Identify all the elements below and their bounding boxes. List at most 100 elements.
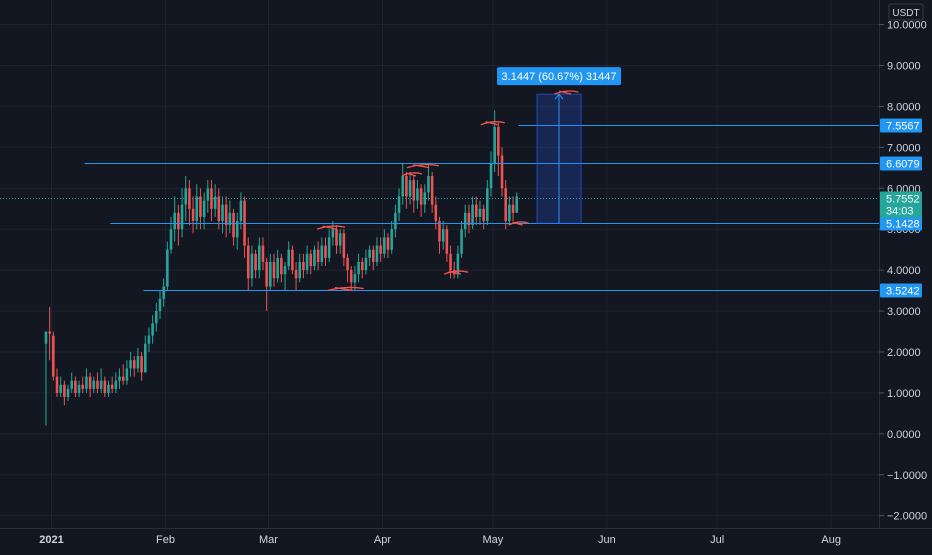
candle-body — [202, 200, 206, 217]
candle-body — [107, 384, 110, 393]
candle-body — [88, 376, 92, 389]
candle-body — [412, 180, 416, 201]
candle — [280, 253, 283, 283]
candle-body — [357, 261, 360, 275]
candle-body — [63, 384, 66, 398]
candle — [294, 261, 298, 291]
candle-body — [305, 253, 309, 271]
time-tick-label: Jun — [598, 534, 616, 546]
candle-body — [140, 356, 143, 373]
candle-body — [92, 380, 96, 389]
candle — [419, 184, 423, 217]
candle-body — [394, 212, 397, 230]
candle-body — [287, 249, 290, 267]
candle-body — [44, 331, 48, 344]
candle-body — [191, 208, 195, 222]
price-tick-label: 4.0000 — [887, 265, 921, 277]
candle — [162, 278, 165, 307]
candle-body — [228, 212, 232, 226]
candle-body — [346, 257, 349, 271]
candle-body — [132, 360, 136, 369]
candle — [283, 261, 287, 291]
candle-body — [294, 270, 298, 279]
candle — [55, 368, 59, 398]
candle — [92, 376, 96, 393]
candle-body — [121, 376, 125, 381]
price-range-measure[interactable]: 3.1447 (60.67%) 31447 — [497, 67, 622, 224]
candle-body — [309, 253, 313, 267]
candle-body — [217, 196, 221, 222]
candle — [125, 360, 129, 385]
candle — [155, 302, 158, 332]
candle — [88, 372, 92, 398]
candle-body — [162, 286, 165, 299]
time-axis[interactable]: 2021 Feb Mar Apr May Jun Jul Aug — [39, 534, 841, 546]
current-price-text: 5.7552 — [886, 194, 920, 206]
candle — [246, 237, 250, 291]
candle-body — [441, 229, 445, 242]
candle — [70, 372, 74, 393]
candle-body — [199, 196, 202, 217]
candle-body — [449, 253, 452, 271]
price-tick-label: 9.0000 — [887, 60, 921, 72]
candle — [427, 163, 430, 201]
time-tick-label: 2021 — [39, 534, 63, 546]
candle-body — [77, 384, 81, 393]
candle-body — [504, 188, 507, 222]
candle — [151, 315, 154, 344]
candle-body — [59, 384, 62, 393]
candle-body — [438, 221, 441, 242]
candle — [63, 380, 66, 406]
candle — [191, 196, 195, 234]
candle-body — [221, 204, 224, 222]
annotation-scribble — [508, 221, 529, 226]
time-tick-label: Jul — [710, 534, 724, 546]
price-tick-label: 3.0000 — [887, 306, 921, 318]
time-tick-label: Aug — [821, 534, 841, 546]
candle — [132, 356, 136, 377]
drawn-annotations — [316, 90, 579, 292]
annotation-scribble — [327, 286, 364, 292]
candle-body — [313, 249, 316, 267]
candle — [250, 245, 254, 287]
candle — [327, 229, 331, 262]
candle — [500, 147, 504, 197]
candle-body — [103, 380, 107, 393]
candle-body — [423, 192, 427, 205]
candle-body — [397, 196, 401, 213]
price-tick-label: 2.0000 — [887, 347, 921, 359]
price-tick-label: 10.0000 — [887, 20, 927, 32]
candle-body — [257, 245, 261, 271]
candle — [228, 200, 232, 234]
measure-arrowhead-icon — [554, 93, 564, 100]
horizontal-levels — [84, 125, 879, 291]
candle-body — [390, 229, 393, 250]
level-label-text: 3.5242 — [886, 286, 920, 298]
candle-body — [66, 388, 70, 398]
candle-body — [372, 249, 375, 262]
price-axis[interactable]: 10.00009.00008.00007.00006.00005.00004.0… — [879, 20, 927, 523]
candle — [445, 225, 449, 262]
candle-body — [52, 335, 55, 377]
candle-body — [478, 208, 482, 217]
candle-body — [48, 331, 51, 334]
candle-body — [70, 380, 74, 389]
candle-body — [147, 335, 151, 344]
candle-body — [427, 176, 430, 193]
candle — [143, 335, 147, 373]
candle-body — [327, 237, 331, 258]
candle-body — [136, 356, 140, 369]
level-label-badge — [880, 156, 922, 171]
candle — [397, 188, 401, 222]
candle-body — [456, 253, 460, 275]
time-tick-label: Apr — [374, 534, 391, 546]
candle — [486, 180, 489, 226]
candle — [158, 290, 162, 320]
candle — [213, 184, 217, 217]
candle-body — [269, 261, 272, 287]
currency-label[interactable]: USDT — [888, 3, 924, 21]
candle-body — [265, 261, 268, 287]
candle — [121, 364, 125, 385]
candle-body — [169, 229, 173, 250]
